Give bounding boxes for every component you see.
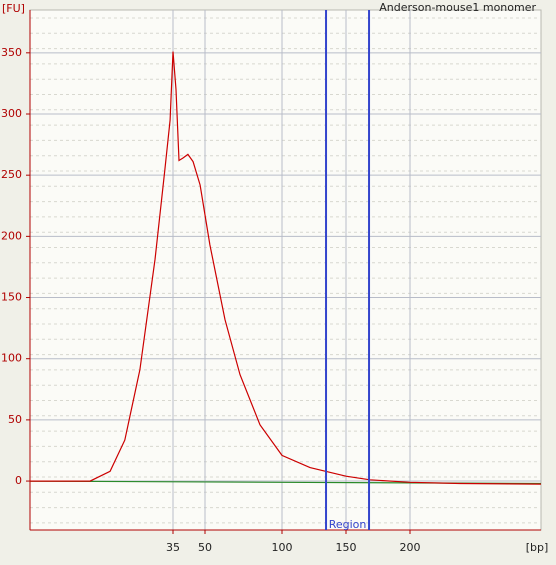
plot-area: [29, 9, 542, 531]
data-line: [30, 51, 542, 485]
x-tick-label: 150: [336, 541, 357, 554]
region-label: Region: [329, 518, 367, 531]
x-tick-label: 35: [166, 541, 180, 554]
x-tick-label: 200: [400, 541, 421, 554]
y-tick-label: 250: [1, 168, 22, 181]
y-tick-label: 350: [1, 46, 22, 59]
chart-title: Anderson-mouse1 monomer: [379, 1, 536, 14]
y-tick-label: 50: [8, 413, 22, 426]
x-tick-label: 100: [272, 541, 293, 554]
x-tick-label: 50: [198, 541, 212, 554]
y-tick-label: 0: [15, 474, 22, 487]
y-tick-label: 150: [1, 291, 22, 304]
y-tick-label: 100: [1, 352, 22, 365]
y-tick-label: 300: [1, 107, 22, 120]
y-axis-label: [FU]: [2, 2, 25, 15]
y-tick-label: 200: [1, 229, 22, 242]
x-axis-label: [bp]: [526, 541, 549, 554]
